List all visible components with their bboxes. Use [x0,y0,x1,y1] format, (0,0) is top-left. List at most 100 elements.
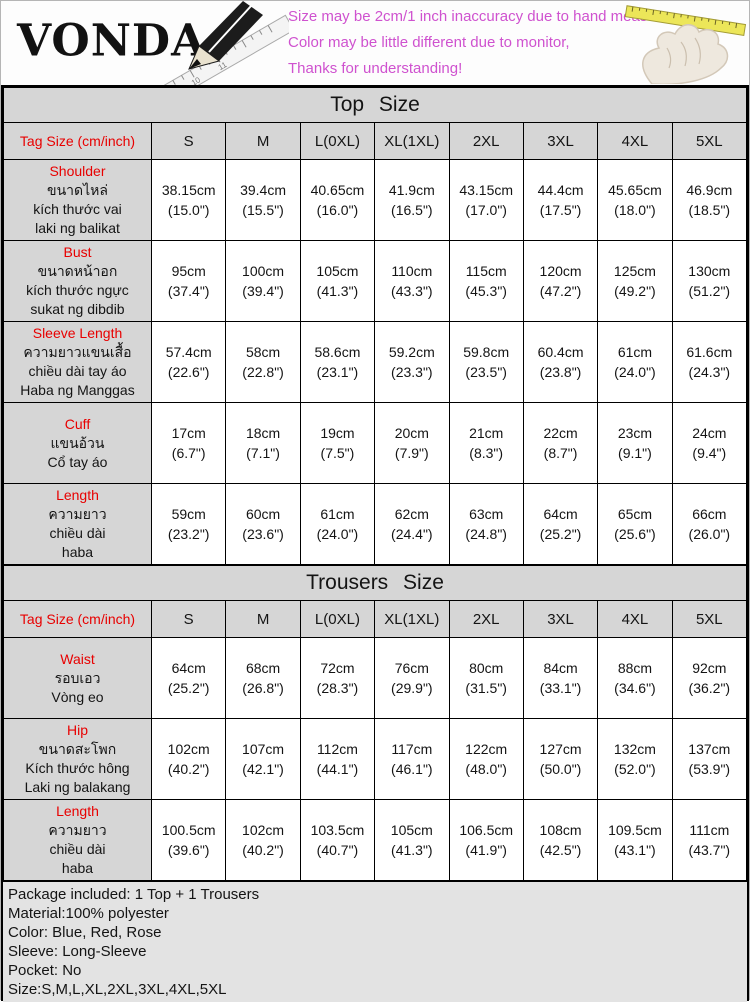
row-label: Sleeve Length ความยาวแขนเสื้อ chiều dài ta… [3,321,152,403]
row-label: Hip ขนาดสะโพก Kích thước hông Laki ng balak… [3,718,152,800]
size-value-cell: 40.65cm (16.0") [299,159,376,241]
size-value-cell: 17cm (6.7") [150,402,227,484]
size-value-cell: 80cm (31.5") [448,637,524,719]
size-value-cell: 20cm (7.9") [374,402,450,484]
size-value-cell: 103.5cm (40.7") [299,799,376,881]
row-label-line: ความยาวแขนเสื้อ [23,344,132,360]
row-label-line: haba [61,544,94,560]
pencil-ruler-icon: 9 10 11 [139,1,289,85]
size-value-cell: 63cm (24.8") [448,483,524,565]
tag-size-label: Tag Size (cm/inch) [3,600,152,638]
row-label-line: Cuff [64,415,91,432]
footer-line: Package included: 1 Top + 1 Trousers [8,886,260,903]
size-value-cell: 108cm (42.5") [522,799,599,881]
top-size-table: Top Size Tag Size (cm/inch) S M L(0XL) XL(1XL… [3,87,748,565]
size-value-cell: 88cm (34.6") [597,637,673,719]
size-value-cell: 106.5cm (41.9") [448,799,524,881]
size-value-cell: 120cm (47.2") [522,240,599,322]
size-value-cell: 41.9cm (16.5") [374,159,450,241]
size-value-cell: 122cm (48.0") [448,718,524,800]
table-title: Trousers Size [3,565,747,601]
size-value-cell: 66cm (26.0") [671,483,748,565]
measurement-row: Bust ขนาดหน้าอก kích thước ngực sukat ng di… [3,240,748,322]
row-label: Length ความยาว chiều dài haba [3,483,152,565]
row-label-line: haba [61,860,94,876]
row-label-line: chiều dài [49,525,106,541]
row-label-line: laki ng balikat [35,220,120,236]
row-label-line: Sleeve Length [32,325,123,341]
row-label-line: Length [56,487,99,503]
size-value-cell: 72cm (28.3") [299,637,376,719]
row-label-line: Laki ng balakang [24,779,131,795]
measurement-row: Length ความยาว chiều dài haba 59cm (23.2") 60… [3,483,748,565]
row-label-line: Length [56,803,99,819]
size-value-cell: 19cm (7.5") [299,402,376,484]
row-label-line: chiều dài tay áo [28,363,127,379]
header-note: Thanks for understanding! [288,60,463,77]
size-value-cell: 46.9cm (18.5") [671,159,748,241]
measurement-row: Shoulder ขนาดไหล่ kích thước vai laki ng ba… [3,159,748,241]
size-value-cell: 22cm (8.7") [522,402,599,484]
size-column-header: S [150,600,227,638]
size-value-cell: 58.6cm (23.1") [299,321,376,403]
size-column-header: 3XL [522,600,599,638]
row-label-line: Haba ng Manggas [20,382,135,398]
size-value-cell: 76cm (29.9") [374,637,450,719]
hand-tape-icon [624,5,747,84]
table-title: Top Size [3,87,747,123]
size-value-cell: 61.6cm (24.3") [671,321,748,403]
size-value-cell: 130cm (51.2") [671,240,748,322]
size-value-cell: 92cm (36.2") [671,637,748,719]
row-label-line: Vòng eo [51,688,104,705]
row-label-line: sukat ng dibdib [30,301,125,317]
row-label-line: Bust [63,244,92,260]
size-column-header: 2XL [448,122,524,160]
size-value-cell: 105cm (41.3") [374,799,450,881]
row-label-line: kích thước ngực [26,282,129,298]
size-value-cell: 127cm (50.0") [522,718,599,800]
size-value-cell: 61cm (24.0") [597,321,673,403]
row-label-line: รอบเอว [54,669,101,686]
size-value-cell: 84cm (33.1") [522,637,599,719]
footer-line: Sleeve: Long-Sleeve [8,943,147,960]
row-label: Waist รอบเอว Vòng eo [3,637,152,719]
size-value-cell: 112cm (44.1") [299,718,376,800]
size-column-header: 2XL [448,600,524,638]
row-label-line: Waist [60,650,95,667]
size-value-cell: 43.15cm (17.0") [448,159,524,241]
size-value-cell: 102cm (40.2") [150,718,227,800]
header-notes: Size may be 2cm/1 inch inaccuracy due to… [288,8,673,85]
row-label-line: แขนอ้วน [50,434,105,451]
size-value-cell: 100.5cm (39.6") [150,799,227,881]
size-value-cell: 59cm (23.2") [150,483,227,565]
row-label: Cuff แขนอ้วน Cổ tay áo [3,402,152,484]
size-value-cell: 59.8cm (23.5") [448,321,524,403]
header: VONDA 9 10 11 Size may be 2cm/1 inch ina… [1,1,749,85]
row-label-line: kích thước vai [33,201,122,217]
size-value-cell: 64cm (25.2") [150,637,227,719]
size-value-cell: 107cm (42.1") [225,718,301,800]
size-value-cell: 68cm (26.8") [225,637,301,719]
size-value-cell: 39.4cm (15.5") [225,159,301,241]
measurement-row: Hip ขนาดสะโพก Kích thước hông Laki ng balak… [3,718,748,800]
size-value-cell: 38.15cm (15.0") [150,159,227,241]
size-value-cell: 110cm (43.3") [374,240,450,322]
size-column-header: M [225,600,301,638]
measurement-row: Sleeve Length ความยาวแขนเสื้อ chiều dài ta… [3,321,748,403]
row-label-line: ขนาดหน้าอก [37,263,118,279]
size-value-cell: 102cm (40.2") [225,799,301,881]
size-value-cell: 117cm (46.1") [374,718,450,800]
row-label-line: ขนาดไหล่ [47,182,108,198]
row-label-line: Hip [66,722,88,738]
row-label-line: Cổ tay áo [47,453,108,470]
footer-line: Color: Blue, Red, Rose [8,924,162,941]
size-value-cell: 18cm (7.1") [225,402,301,484]
brand-logo: VONDA [17,15,207,67]
size-value-cell: 60.4cm (23.8") [522,321,599,403]
size-value-cell: 58cm (22.8") [225,321,301,403]
product-details: Package included: 1 Top + 1 Trousers Mate… [3,881,747,1002]
size-column-header: 3XL [522,122,599,160]
row-label-line: ขนาดสะโพก [38,741,117,757]
size-value-cell: 24cm (9.4") [671,402,748,484]
